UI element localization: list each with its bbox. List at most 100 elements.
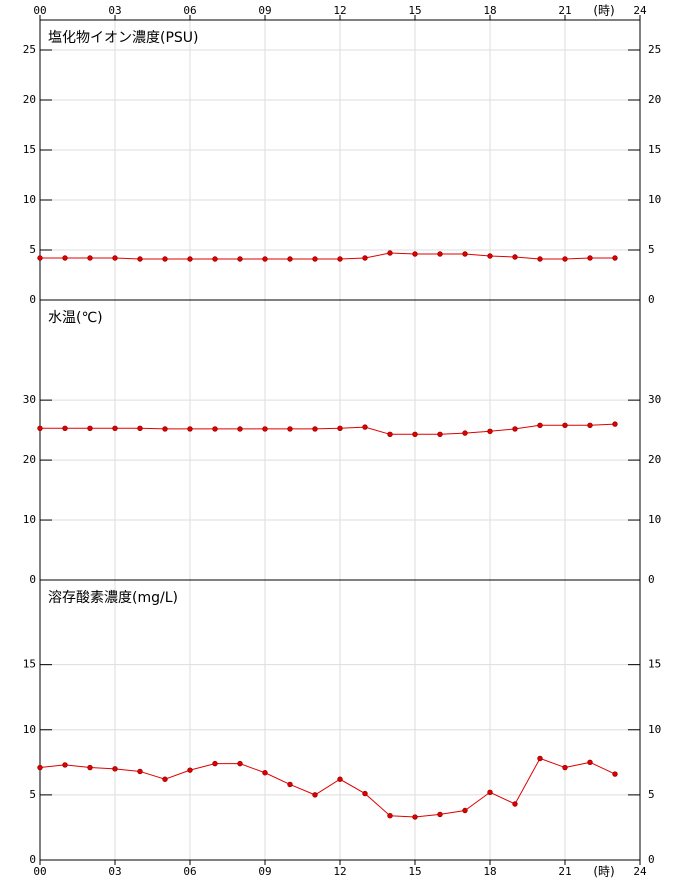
data-point xyxy=(337,776,343,782)
y-tick-label: 10 xyxy=(648,193,661,206)
data-point xyxy=(62,255,68,261)
data-point xyxy=(87,425,93,432)
data-point xyxy=(87,764,93,771)
x-tick-label: 18 xyxy=(483,4,496,17)
y-tick-label: 15 xyxy=(648,658,661,671)
data-point xyxy=(262,256,268,262)
data-point xyxy=(437,251,443,257)
data-point xyxy=(562,422,568,429)
y-tick-label: 15 xyxy=(23,143,36,156)
y-tick-label: 0 xyxy=(29,293,36,306)
data-point xyxy=(537,256,543,262)
data-point xyxy=(412,251,418,257)
x-tick-label: 03 xyxy=(108,4,121,17)
data-point xyxy=(362,790,368,797)
data-point xyxy=(62,762,68,768)
data-point xyxy=(487,789,493,795)
data-point xyxy=(412,814,418,820)
y-tick-label: 5 xyxy=(29,788,36,801)
data-point xyxy=(112,425,118,432)
panel-title: 水温(℃) xyxy=(48,310,103,326)
data-point xyxy=(587,422,593,429)
y-tick-label: 0 xyxy=(648,573,655,586)
data-point xyxy=(137,256,143,262)
y-tick-label: 25 xyxy=(648,43,661,56)
x-tick-label: 24 xyxy=(633,865,647,878)
data-point xyxy=(212,760,218,767)
data-point xyxy=(37,764,43,771)
data-point xyxy=(612,255,618,261)
data-point xyxy=(362,424,368,430)
y-tick-label: 25 xyxy=(23,43,36,56)
data-point xyxy=(462,251,468,257)
x-tick-label: 12 xyxy=(333,865,346,878)
x-tick-label: 09 xyxy=(258,865,271,878)
data-point xyxy=(262,426,268,432)
y-tick-label: 15 xyxy=(23,658,36,671)
data-point xyxy=(437,811,443,818)
y-tick-label: 10 xyxy=(23,513,36,526)
data-point xyxy=(312,792,318,798)
x-tick-label: 15 xyxy=(408,4,421,17)
data-point xyxy=(187,256,193,262)
x-tick-label: 03 xyxy=(108,865,121,878)
data-point xyxy=(562,256,568,262)
data-point xyxy=(162,256,168,262)
x-tick-label: 21 xyxy=(558,4,571,17)
data-point xyxy=(62,425,68,432)
x-tick-label: 12 xyxy=(333,4,346,17)
y-tick-label: 0 xyxy=(29,573,36,586)
data-point xyxy=(37,255,43,261)
x-unit: (時) xyxy=(593,865,614,879)
data-point xyxy=(362,255,368,261)
x-tick-label: 06 xyxy=(183,4,196,17)
data-point xyxy=(237,426,243,432)
y-tick-label: 10 xyxy=(23,193,36,206)
x-tick-label: 00 xyxy=(33,4,46,17)
data-point xyxy=(162,426,168,432)
x-tick-label: 24 xyxy=(633,4,647,17)
x-tick-label: 21 xyxy=(558,865,571,878)
data-point xyxy=(287,426,293,432)
data-point xyxy=(187,767,193,773)
y-tick-label: 0 xyxy=(29,853,36,866)
y-tick-label: 5 xyxy=(29,243,36,256)
data-point xyxy=(512,254,518,260)
series-line xyxy=(40,423,616,435)
data-point xyxy=(387,431,393,438)
data-point xyxy=(137,425,143,432)
data-point xyxy=(562,764,568,771)
data-point xyxy=(337,256,343,262)
y-tick-label: 20 xyxy=(648,93,661,106)
x-tick-label: 09 xyxy=(258,4,271,17)
data-point xyxy=(312,426,318,432)
data-point xyxy=(37,425,43,432)
series-line xyxy=(40,252,615,260)
data-point xyxy=(487,253,493,259)
x-tick-label: 18 xyxy=(483,865,496,878)
data-point xyxy=(112,766,118,772)
y-tick-label: 20 xyxy=(23,93,36,106)
y-tick-label: 30 xyxy=(23,393,36,406)
y-tick-label: 15 xyxy=(648,143,661,156)
data-point xyxy=(312,256,318,262)
y-tick-label: 10 xyxy=(648,513,661,526)
y-tick-label: 10 xyxy=(23,723,36,736)
data-point xyxy=(512,801,518,807)
data-point xyxy=(262,770,268,776)
data-point xyxy=(162,776,168,782)
x-tick-label: 15 xyxy=(408,865,421,878)
y-tick-label: 10 xyxy=(648,723,661,736)
data-point xyxy=(462,430,468,436)
series-line xyxy=(39,757,616,818)
data-point xyxy=(287,781,293,788)
data-point xyxy=(287,256,293,262)
data-point xyxy=(137,768,143,775)
data-point xyxy=(587,759,593,766)
y-tick-label: 0 xyxy=(648,293,655,306)
y-tick-label: 5 xyxy=(648,788,655,801)
data-point xyxy=(587,255,593,261)
y-tick-label: 5 xyxy=(648,243,655,256)
data-point xyxy=(237,760,243,767)
